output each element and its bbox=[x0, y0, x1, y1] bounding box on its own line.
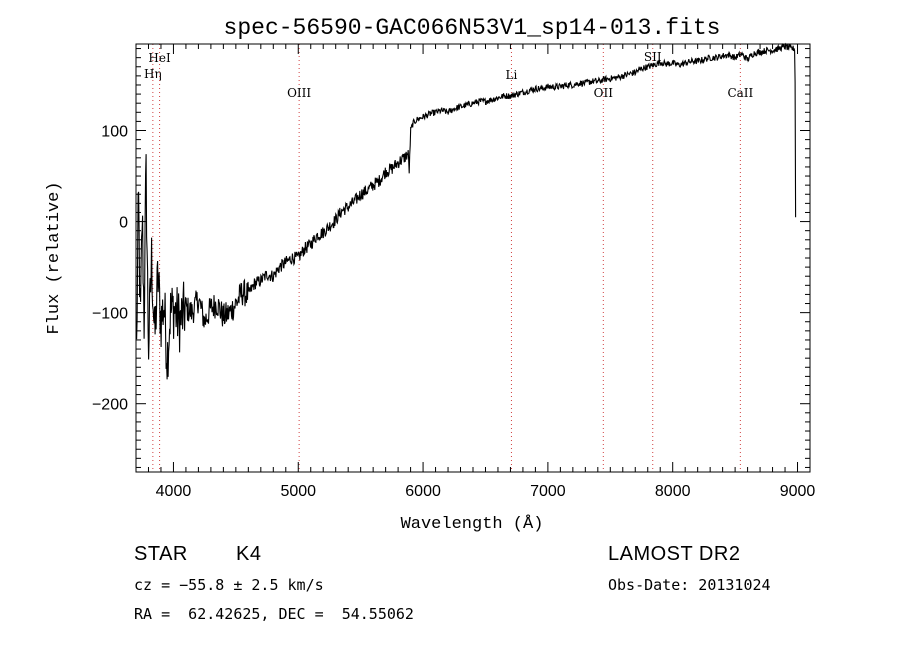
x-tick-label: 4000 bbox=[156, 483, 192, 500]
line-label: OII bbox=[594, 86, 614, 100]
y-tick-label: 0 bbox=[119, 215, 128, 232]
chart-title: spec-56590-GAC066N53V1_sp14-013.fits bbox=[224, 15, 721, 41]
spectrum-line bbox=[136, 42, 797, 380]
line-label: OIII bbox=[287, 86, 311, 100]
survey-name: LAMOST DR2 bbox=[608, 543, 741, 565]
coordinates-text: RA = 62.42625, DEC = 54.55062 bbox=[134, 605, 414, 623]
axis-ticks: 4000 5000 6000 7000 8000 9000 −200 −100 0 100 bbox=[92, 44, 815, 500]
line-label: SII bbox=[644, 50, 662, 64]
line-label: CaII bbox=[727, 86, 753, 100]
y-tick-label: −100 bbox=[92, 306, 128, 323]
line-label: Li bbox=[506, 68, 518, 82]
spectral-subclass: K4 bbox=[236, 543, 262, 565]
x-tick-label: 8000 bbox=[655, 483, 691, 500]
x-tick-label: 9000 bbox=[780, 483, 816, 500]
redshift-text: cz = −55.8 ± 2.5 km/s bbox=[134, 576, 324, 594]
y-tick-label: −200 bbox=[92, 397, 128, 414]
y-axis-title: Flux (relative) bbox=[45, 181, 64, 334]
y-tick-label: 100 bbox=[101, 124, 128, 141]
x-axis-title: Wavelength (Å) bbox=[401, 515, 544, 534]
plot-frame bbox=[135, 43, 811, 473]
observation-date: Obs-Date: 20131024 bbox=[608, 576, 771, 594]
x-tick-label: 5000 bbox=[280, 483, 316, 500]
x-tick-label: 7000 bbox=[530, 483, 566, 500]
line-label: Hη bbox=[144, 67, 162, 81]
line-label: HeI bbox=[148, 51, 171, 65]
x-tick-label: 6000 bbox=[405, 483, 441, 500]
object-class: STAR bbox=[134, 543, 188, 565]
reference-lines: Hη HeI OIII Li OII SII CaII bbox=[144, 44, 754, 472]
